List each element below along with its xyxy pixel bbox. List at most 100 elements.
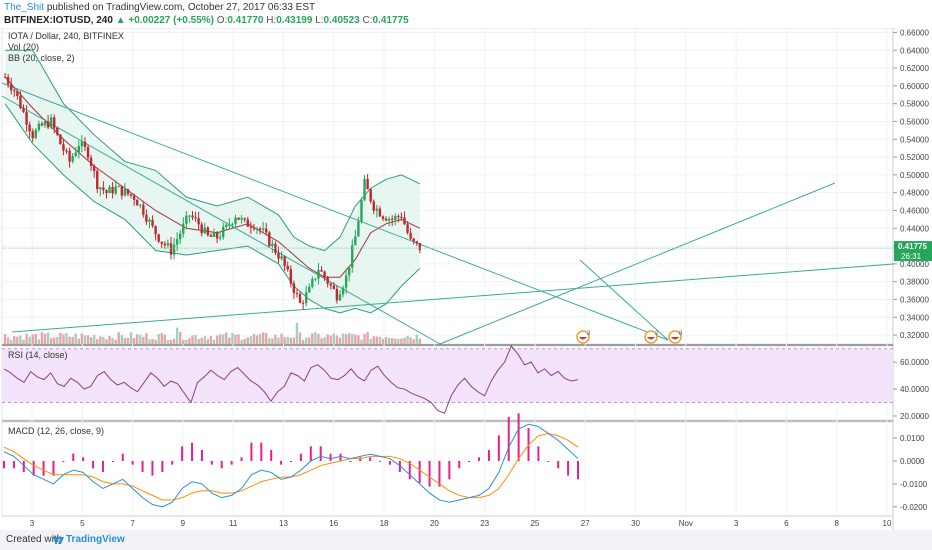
volume-bar [172,338,176,344]
candle-body [403,217,406,225]
candle-body [357,221,360,237]
candle-body [40,123,44,126]
candle-body [185,215,188,224]
bollinger-lower-band [4,103,421,314]
volume-bar [56,336,59,344]
macd-histogram-bar [290,460,292,462]
candle-body [86,147,90,158]
candle-body [384,218,388,221]
price-tick-label: 0.34000 [900,313,929,322]
bollinger-fill [5,50,420,313]
event-badge-3[interactable]: 8 [668,329,684,345]
volume-bar [326,334,329,344]
candle-body [292,283,296,294]
candle-body [105,190,108,194]
volume-bar [369,339,372,344]
volume-bar [182,339,185,344]
candle-body [46,121,50,128]
candle-body [375,208,379,211]
volume-bar [375,336,379,344]
macd-histogram-bar [418,460,421,483]
candle-body [390,218,394,220]
volume-bar [99,336,102,344]
candle-body [369,189,372,202]
candle-body [231,223,234,225]
macd-histogram-bar [250,442,253,461]
macd-histogram-bar [191,442,194,461]
macd-histogram-bar [101,460,104,472]
publisher-line: The_Shit published on TradingView.com, O… [4,2,315,13]
volume-bar [222,334,225,344]
macd-histogram-bar [42,460,45,476]
high-label: H: [266,15,277,26]
price-tick-label: 0.50000 [900,171,929,180]
rsi-tick-label: 60.0000 [900,358,929,367]
macd-histogram-bar [507,416,510,461]
chart-header: The_Shit published on TradingView.com, O… [0,0,932,28]
volume-bar [320,338,323,344]
candle-body [65,150,68,152]
volume-bar [366,332,369,344]
candle-body [258,228,262,230]
bollinger-legend: BB (20, close, 2) [8,53,75,63]
candle-body [172,244,176,255]
candle-body [56,127,59,135]
macd-histogram-bar [487,449,490,461]
close-value: 0.41775 [372,15,409,26]
volume-bar [206,339,210,344]
date-tick-label: 3 [734,519,739,528]
candle-body [418,243,422,251]
macd-histogram-bar [280,460,283,465]
volume-bar [89,337,93,344]
tradingview-brand[interactable]: TradingView [66,534,125,545]
candle-body [148,219,151,222]
price-tick-label: 0.38000 [900,278,929,287]
rsi-legend: RSI (14, close) [8,350,68,360]
candle-body [142,204,145,215]
candle-body [71,156,74,162]
price-tick-label: 0.48000 [900,189,929,198]
volume-bar [200,337,203,344]
chart-canvas[interactable]: 3 5 7 9 11 13 16 18 20 23 25 27 30 Nov 3 6 8 100.660000.6… [0,28,932,530]
volume-bar [363,333,366,344]
rsi-tick-label: 40.0000 [900,385,929,394]
volume-bar [49,338,53,344]
candle-body [415,241,418,244]
candle-body [206,227,210,236]
volume-bar [68,336,71,344]
volume-bar [10,339,13,344]
candle-body [151,219,154,226]
macd-tick-label: -0.0200 [900,503,928,512]
low-value: 0.40523 [323,15,360,26]
volume-bar [265,332,268,344]
volume-bar [132,338,136,344]
volume-bar [13,336,16,344]
volume-bar [289,338,293,344]
candle-body [222,226,225,238]
volume-bar [96,339,99,344]
volume-bar [77,338,81,344]
volume-bar [381,338,385,344]
event-badge-1[interactable]: 3 [576,329,592,345]
candle-body [83,141,87,148]
trendline [439,182,836,345]
macd-histogram-bar [171,460,174,465]
price-tick-label: 0.60000 [900,82,929,91]
volume-bar [31,334,34,344]
event-badge-2[interactable]: 2 [644,329,660,345]
macd-histogram-bar [319,446,322,461]
volume-bar [80,333,84,344]
candle-body [381,216,385,219]
candle-body [169,243,173,255]
volume-bar [108,335,111,344]
macd-histogram-bar [408,460,411,480]
candle-body [387,218,391,221]
volume-bar [129,332,133,344]
macd-histogram-bar [111,460,114,462]
volume-bar [252,333,256,344]
username-link[interactable]: The_Shit [4,2,45,13]
candle-body [126,189,130,195]
macd-histogram-bar [428,460,431,487]
candle-body [34,130,37,139]
candle-body [289,269,293,284]
